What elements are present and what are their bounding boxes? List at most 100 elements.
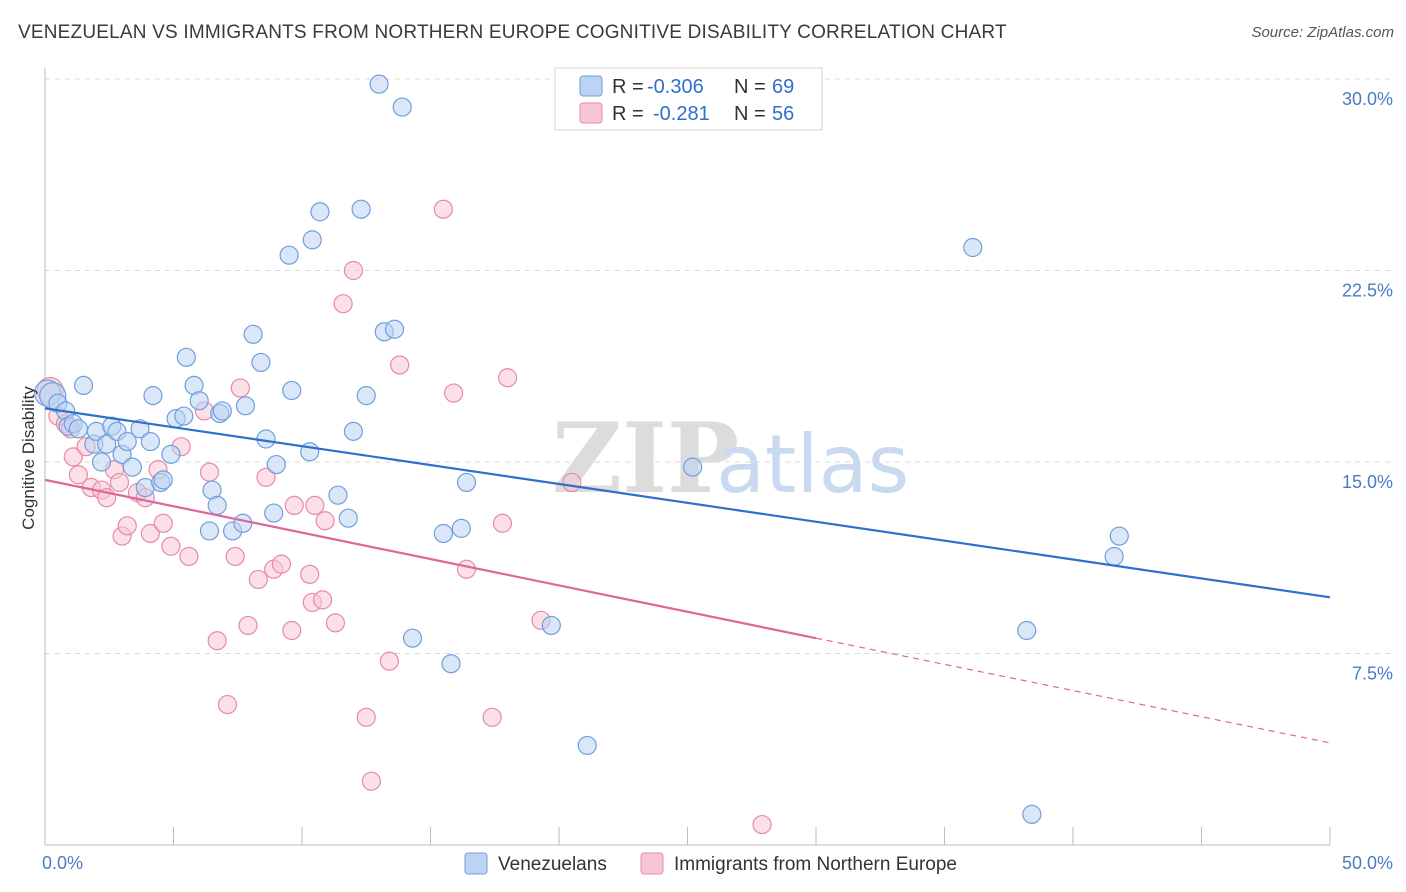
immigrants-point-29 <box>248 569 268 590</box>
immigrants-point-30 <box>256 467 276 487</box>
watermark: ZIP atlas <box>552 402 909 515</box>
immigrants-point-41 <box>333 294 353 314</box>
bottom-legend-label-blue: Venezuelans <box>498 854 607 875</box>
venezuelans-point-43 <box>282 380 302 401</box>
venezuelans-point-28 <box>189 391 209 411</box>
venezuelans-point-26 <box>176 347 196 367</box>
venezuelans-point-66 <box>1022 804 1042 824</box>
immigrants-point-16 <box>140 523 160 544</box>
venezuelans-point-35 <box>233 513 253 533</box>
immigrants-point-49 <box>456 559 477 579</box>
bottom-legend-swatch-pink <box>640 852 664 875</box>
venezuelans-point-50 <box>351 199 371 219</box>
venezuelans-point-6 <box>68 419 89 439</box>
trend-line-venezuelans <box>44 407 1331 599</box>
venezuelans-point-65 <box>1017 620 1037 641</box>
bottom-legend-label-pink: Immigrants from Northern Europe <box>674 854 957 875</box>
venezuelans-point-29 <box>199 521 220 541</box>
legend-box: R = -0.306 N = 69 R = -0.281 N = 56 <box>554 67 823 131</box>
venezuelans-point-61 <box>541 615 561 636</box>
legend-r-value-2: -0.281 <box>653 103 710 125</box>
venezuelans-point-54 <box>384 319 405 339</box>
immigrants-point-51 <box>492 513 513 533</box>
venezuelans-point-37 <box>243 324 263 344</box>
legend-n-value-2: 56 <box>772 103 794 125</box>
immigrants-point-46 <box>390 355 410 375</box>
venezuelans-point-40 <box>264 503 284 523</box>
venezuelans-point-38 <box>251 352 271 373</box>
trend-line-immigrants-extension <box>815 637 1331 744</box>
immigrants-point-33 <box>282 620 302 641</box>
venezuelans-point-60 <box>456 472 477 493</box>
legend-swatch-pink <box>579 102 603 124</box>
legend-n-label-2: N = <box>734 103 766 125</box>
source-label: Source: ZipAtlas.com <box>1251 24 1394 41</box>
legend-r-label-1: R = <box>612 76 644 98</box>
immigrants-point-47 <box>433 199 453 219</box>
immigrants-point-44 <box>361 771 381 791</box>
venezuelans-point-16 <box>122 457 142 477</box>
x-tick-label-1: 50.0% <box>1342 853 1393 873</box>
chart-title: VENEZUELAN VS IMMIGRANTS FROM NORTHERN E… <box>18 22 1007 43</box>
legend-r-value-1: -0.306 <box>647 76 704 98</box>
immigrants-point-55 <box>752 814 772 835</box>
x-tick-label-0: 0.0% <box>42 853 83 873</box>
bottom-legend: Venezuelans Immigrants from Northern Eur… <box>464 852 957 875</box>
legend-n-value-1: 69 <box>772 76 794 98</box>
immigrants-point-37 <box>305 495 325 516</box>
venezuelans-point-31 <box>207 495 227 516</box>
watermark-zip: ZIP <box>552 402 739 515</box>
immigrants-point-38 <box>312 590 333 610</box>
immigrants-point-50 <box>482 707 502 727</box>
immigrants-point-43 <box>356 707 376 727</box>
venezuelans-point-47 <box>328 485 348 505</box>
venezuelans-point-42 <box>279 245 299 265</box>
immigrants-point-32 <box>271 554 292 574</box>
venezuelans-point-7 <box>73 375 94 395</box>
venezuelans-point-51 <box>356 386 376 406</box>
bottom-legend-swatch-blue <box>464 852 488 875</box>
immigrants-point-25 <box>217 694 238 715</box>
immigrants-point-48 <box>444 383 464 403</box>
series-venezuelans-points <box>33 74 1129 824</box>
immigrants-point-52 <box>498 368 518 388</box>
venezuelans-point-68 <box>1109 526 1129 546</box>
venezuelans-point-15 <box>117 431 137 452</box>
y-tick-label-0: 7.5% <box>1352 664 1393 684</box>
immigrants-point-35 <box>300 564 320 584</box>
venezuelans-point-48 <box>338 508 358 528</box>
immigrants-point-34 <box>284 495 304 516</box>
immigrants-point-5 <box>68 465 89 485</box>
venezuelans-point-63 <box>683 457 703 477</box>
venezuelans-point-20 <box>143 386 163 406</box>
venezuelans-point-46 <box>310 202 330 222</box>
venezuelans-point-62 <box>577 735 597 756</box>
legend-r-label-2: R = <box>612 103 644 125</box>
immigrants-point-39 <box>315 511 335 531</box>
legend-swatch-blue <box>579 75 603 97</box>
venezuelans-point-10 <box>91 452 112 472</box>
venezuelans-point-58 <box>441 654 461 674</box>
venezuelans-point-49 <box>343 421 363 441</box>
immigrants-point-11 <box>109 472 130 493</box>
y-tick-label-2: 22.5% <box>1342 281 1393 301</box>
trend-line-immigrants <box>44 478 817 640</box>
immigrants-point-24 <box>207 631 227 651</box>
tick-labels: 7.5% 15.0% 22.5% 30.0% 0.0% 50.0% <box>42 89 1393 873</box>
grid-lines <box>45 78 1392 654</box>
venezuelans-point-59 <box>451 518 471 538</box>
venezuelans-point-64 <box>963 237 983 258</box>
venezuelans-point-25 <box>174 406 194 426</box>
immigrants-point-4 <box>63 447 83 467</box>
venezuelans-point-52 <box>369 74 389 94</box>
y-tick-label-3: 30.0% <box>1342 89 1393 109</box>
venezuelans-point-17 <box>130 419 150 439</box>
y-axis-label: Cognitive Disability <box>19 386 38 530</box>
venezuelans-point-67 <box>1104 546 1124 567</box>
axes <box>44 68 1331 846</box>
immigrants-point-27 <box>230 378 250 398</box>
watermark-atlas: atlas <box>716 418 909 511</box>
immigrants-point-13 <box>117 516 137 536</box>
immigrants-point-23 <box>199 462 220 482</box>
